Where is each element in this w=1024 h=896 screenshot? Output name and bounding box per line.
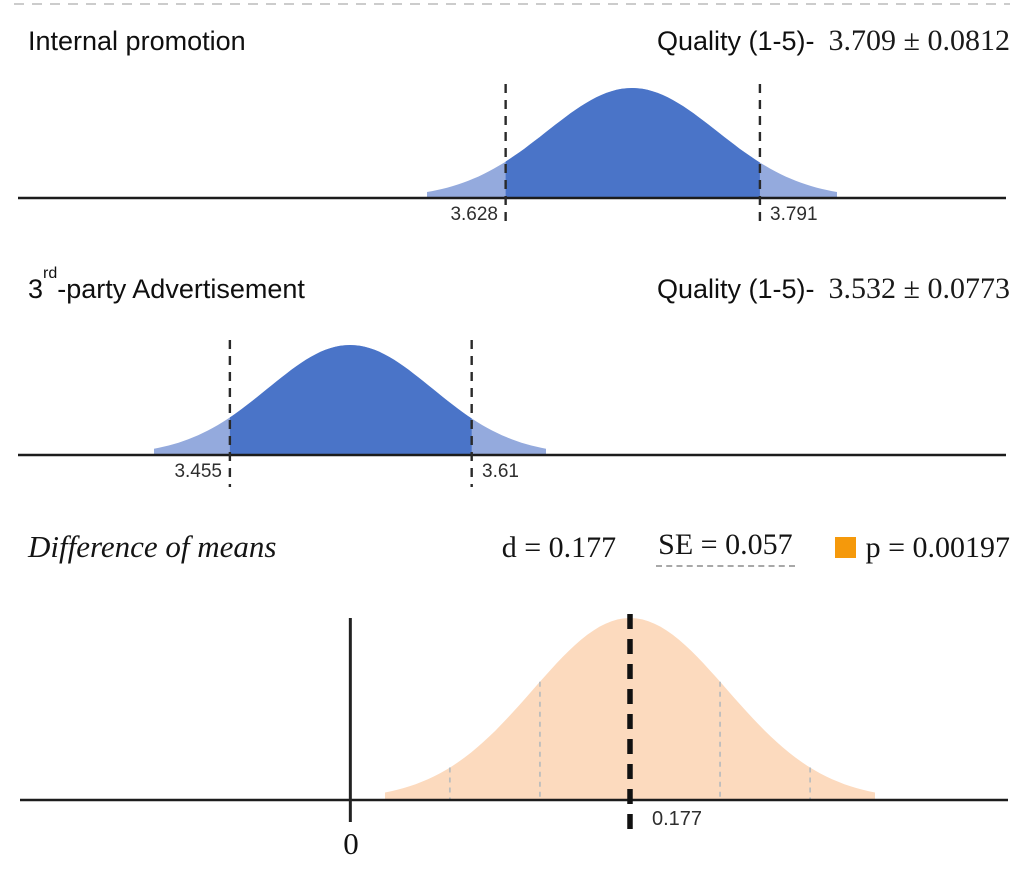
panel2-title: 3rd-party Advertisement bbox=[28, 265, 305, 305]
panel2-title-number: 3 bbox=[28, 274, 44, 304]
panel2-stats: Quality (1-5)- 3.532 ± 0.0773 bbox=[657, 272, 1010, 306]
p-marker-square bbox=[834, 537, 856, 558]
panel2-interval-high-label: 3.61 bbox=[482, 461, 519, 482]
zero-axis-label: 0 bbox=[343, 826, 359, 861]
panel2-header: 3rd-party Advertisement Quality (1-5)- 3… bbox=[28, 265, 1010, 306]
mean-difference-label: 0.177 bbox=[652, 808, 703, 830]
panel3-header: Difference of means d = 0.177 SE = 0.057… bbox=[28, 528, 1010, 567]
panel1-stats: Quality (1-5)- 3.709 ± 0.0812 bbox=[657, 24, 1010, 58]
panel2-metric-label: Quality (1-5)- bbox=[657, 274, 815, 304]
panel1-interval-low-label: 3.628 bbox=[450, 204, 498, 225]
difference-value: d = 0.177 bbox=[501, 530, 617, 564]
difference-distribution bbox=[385, 618, 875, 800]
standard-error-value: SE = 0.057 bbox=[656, 528, 795, 567]
panel1-title: Internal promotion bbox=[28, 26, 246, 56]
panel2-interval-low-label: 3.455 bbox=[174, 461, 222, 482]
panel1-header: Internal promotion Quality (1-5)- 3.709 … bbox=[28, 24, 1010, 58]
panel1-mean-se-value: 3.709 ± 0.0812 bbox=[828, 24, 1010, 57]
panel3-stats: d = 0.177 SE = 0.057 p = 0.00197 bbox=[502, 528, 1010, 567]
distribution-body bbox=[505, 88, 760, 198]
p-value-group: p = 0.00197 bbox=[834, 530, 1010, 565]
distribution-body bbox=[229, 345, 472, 455]
panel3-title: Difference of means bbox=[28, 528, 277, 564]
p-value: p = 0.00197 bbox=[865, 530, 1010, 564]
panel2-title-rest: -party Advertisement bbox=[57, 274, 305, 304]
panel1-interval-high-label: 3.791 bbox=[770, 204, 818, 225]
panel2-mean-se-value: 3.532 ± 0.0773 bbox=[828, 272, 1010, 305]
panel2-title-ordinal: rd bbox=[43, 265, 58, 282]
panel1-metric-label: Quality (1-5)- bbox=[657, 26, 815, 56]
